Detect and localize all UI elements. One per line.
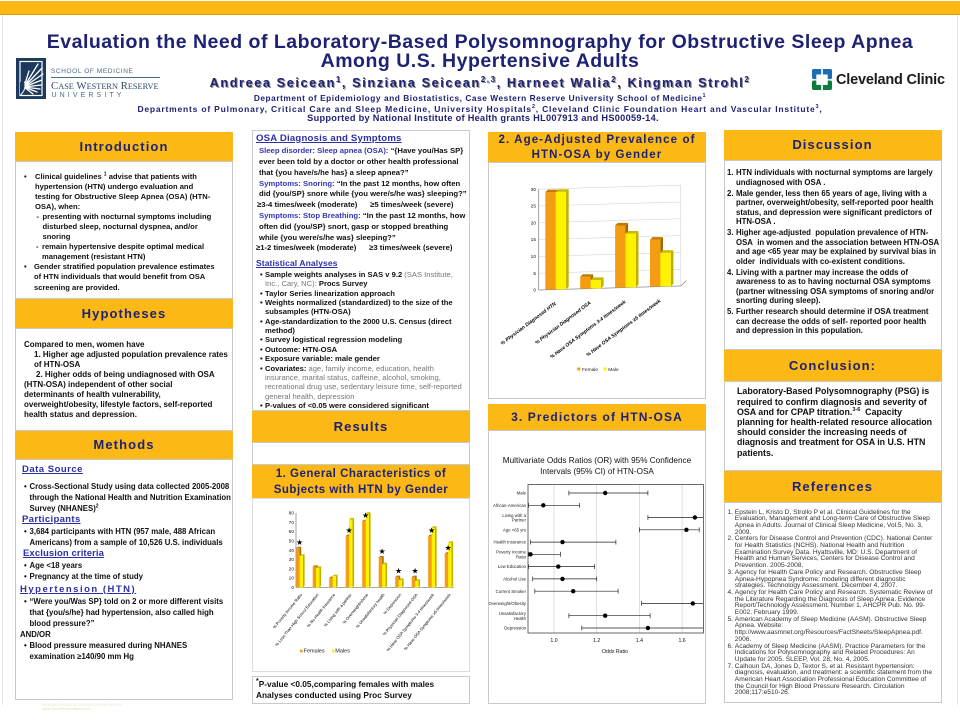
svg-text:30: 30: [289, 557, 295, 563]
svg-text:70: 70: [289, 520, 295, 526]
svg-text:Depression: Depression: [504, 626, 526, 631]
svg-text:20: 20: [531, 220, 537, 226]
svg-text:Low Education: Low Education: [498, 564, 527, 569]
svg-text:★: ★: [395, 567, 402, 576]
svg-text:Female: Female: [582, 367, 598, 373]
svg-text:Multivariate Odds Ratios (OR): Multivariate Odds Ratios (OR) with 95% C…: [503, 456, 692, 465]
svg-text:African-American: African-American: [493, 503, 527, 508]
svg-text:% Physician Diagnosed OSA: % Physician Diagnosed OSA: [534, 300, 593, 346]
svg-text:30: 30: [531, 187, 537, 193]
svg-text:Male: Male: [608, 367, 619, 373]
svg-text:Females: Females: [304, 649, 325, 655]
svg-text:★: ★: [346, 526, 353, 535]
svg-text:1.2: 1.2: [593, 638, 600, 644]
svg-text:Unsatisfactory: Unsatisfactory: [499, 611, 527, 616]
svg-text:Alcohol Use: Alcohol Use: [503, 577, 527, 582]
svg-text:1.4: 1.4: [636, 638, 643, 644]
svg-text:50: 50: [289, 539, 295, 545]
svg-text:Living with a: Living with a: [502, 513, 526, 518]
svg-text:% No Health Insurance: % No Health Insurance: [306, 592, 337, 628]
svg-text:Current Smoker: Current Smoker: [496, 589, 527, 594]
svg-text:Males: Males: [335, 649, 350, 655]
svg-text:Intervals (95% CI) of HTN-OSA: Intervals (95% CI) of HTN-OSA: [540, 467, 654, 476]
svg-text:25: 25: [531, 204, 537, 210]
svg-text:Health: Health: [514, 616, 527, 621]
svg-text:★: ★: [428, 526, 435, 535]
svg-text:1.0: 1.0: [550, 638, 557, 644]
svg-text:0: 0: [291, 585, 294, 591]
svg-text:Male: Male: [517, 491, 527, 496]
svg-text:10: 10: [531, 254, 537, 260]
svg-text:0: 0: [533, 288, 536, 294]
svg-text:% Unsatisfactory health: % Unsatisfactory health: [355, 592, 386, 629]
svg-text:Odds Ratio: Odds Ratio: [602, 649, 628, 655]
svg-text:80: 80: [289, 511, 295, 517]
svg-text:Partner: Partner: [512, 518, 527, 523]
svg-text:40: 40: [289, 548, 295, 554]
svg-text:% Have OSA Symptoms ≥5 times/w: % Have OSA Symptoms ≥5 times/week: [585, 298, 662, 358]
svg-text:★: ★: [296, 538, 303, 547]
svg-text:Health Insurance: Health Insurance: [494, 540, 527, 545]
svg-text:% Poverty Income Ratio: % Poverty Income Ratio: [272, 592, 304, 630]
svg-text:★: ★: [445, 543, 452, 552]
svg-text:60: 60: [289, 529, 295, 535]
svg-text:5: 5: [533, 271, 536, 277]
svg-text:10: 10: [289, 576, 295, 582]
svg-text:★: ★: [362, 511, 369, 520]
svg-text:Age <65 yrs: Age <65 yrs: [503, 527, 526, 532]
svg-text:1.6: 1.6: [678, 638, 685, 644]
svg-text:20: 20: [289, 566, 295, 572]
svg-text:Poverty Income: Poverty Income: [496, 550, 526, 555]
svg-text:15: 15: [531, 237, 537, 243]
svg-text:Overweight/Obesity: Overweight/Obesity: [489, 601, 527, 606]
svg-text:★: ★: [412, 567, 419, 576]
svg-text:★: ★: [379, 547, 386, 556]
svg-text:Ratio: Ratio: [516, 555, 527, 560]
svg-text:% Physician Diagnosed HTN: % Physician Diagnosed HTN: [500, 301, 558, 347]
